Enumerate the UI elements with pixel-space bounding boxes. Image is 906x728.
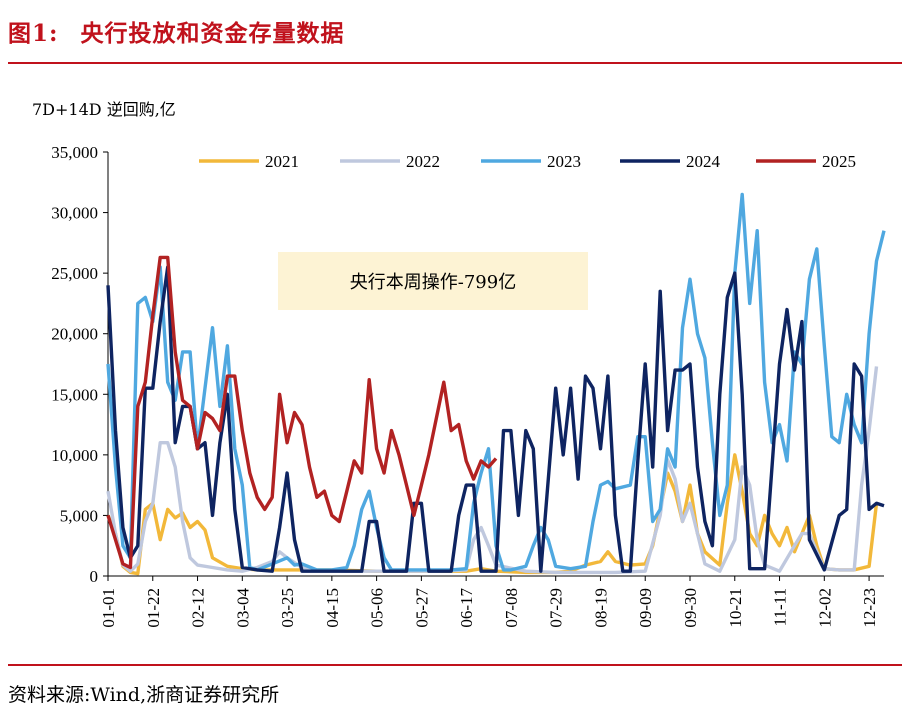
series-line-2024 <box>106 265 885 573</box>
x-tick-label: 01-22 <box>144 588 163 628</box>
y-tick-label: 35,000 <box>51 143 98 162</box>
x-tick-label: 07-08 <box>502 588 521 628</box>
y-tick-label: 20,000 <box>51 325 98 344</box>
figure-title: 图1: 央行投放和资金存量数据 <box>8 14 345 48</box>
y-tick-label: 15,000 <box>51 385 98 404</box>
legend: 2021 2022 2023 2024 2025 <box>199 152 856 171</box>
x-tick-label: 12-02 <box>815 588 834 628</box>
bottom-rule <box>8 664 902 666</box>
legend-label-2021: 2021 <box>265 152 299 171</box>
top-rule <box>8 62 902 64</box>
x-tick-label: 05-06 <box>368 588 387 628</box>
y-tick-label: 25,000 <box>51 264 98 283</box>
annotation-box <box>278 252 588 310</box>
source-note: 资料来源:Wind,浙商证券研究所 <box>8 684 280 706</box>
x-tick-label: 12-23 <box>860 588 879 628</box>
annotation-text: 央行本周操作-799亿 <box>350 272 516 293</box>
y-axis-unit-label: 7D+14D 逆回购,亿 <box>32 100 176 119</box>
y-tick-label: 10,000 <box>51 446 98 465</box>
x-tick-label: 09-09 <box>636 588 655 628</box>
legend-label-2022: 2022 <box>406 152 440 171</box>
x-tick-label: 06-17 <box>457 588 476 628</box>
series-line-2022 <box>106 366 879 575</box>
series-layer <box>106 192 886 576</box>
x-tick-label: 07-29 <box>547 588 566 628</box>
x-tick-label: 03-04 <box>233 588 252 628</box>
x-tick-label: 01-01 <box>99 588 118 628</box>
x-tick-label: 08-19 <box>591 588 610 628</box>
legend-label-2023: 2023 <box>547 152 581 171</box>
x-tick-label: 10-21 <box>726 588 745 628</box>
figure-number: 图1: <box>8 20 59 47</box>
x-tick-label: 05-27 <box>412 588 431 628</box>
figure-title-text: 央行投放和资金存量数据 <box>80 20 345 47</box>
axes-layer: 0 5,000 10,000 15,000 20,000 25,000 30,000 35,0… <box>51 143 884 628</box>
legend-label-2024: 2024 <box>686 152 721 171</box>
x-tick-label: 11-11 <box>771 588 790 626</box>
legend-label-2025: 2025 <box>822 152 856 171</box>
x-tick-label: 02-12 <box>189 588 208 628</box>
x-tick-label: 09-30 <box>681 588 700 628</box>
y-tick-label: 30,000 <box>51 204 98 223</box>
y-tick-label: 0 <box>90 567 99 586</box>
x-tick-label: 03-25 <box>278 588 297 628</box>
x-tick-label: 04-15 <box>323 588 342 628</box>
y-tick-label: 5,000 <box>60 506 98 525</box>
series-line-2025 <box>106 255 498 570</box>
